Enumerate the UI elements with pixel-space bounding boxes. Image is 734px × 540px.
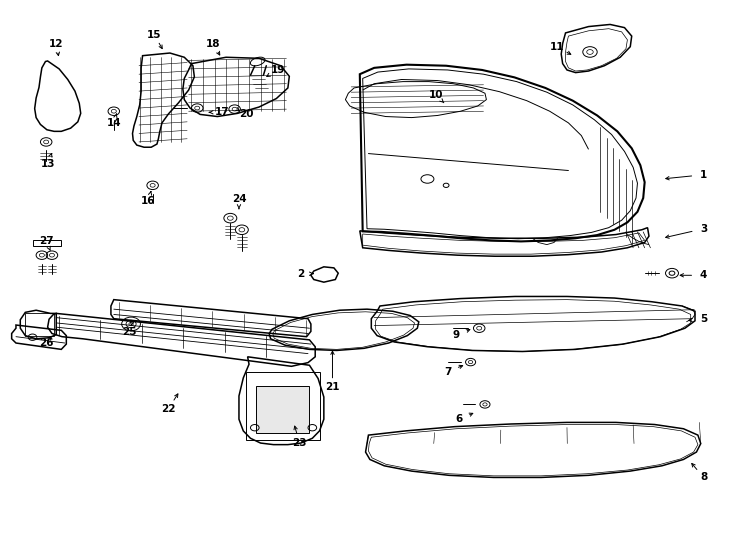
Text: 1: 1 (700, 170, 708, 180)
Text: 6: 6 (456, 414, 462, 424)
Ellipse shape (443, 183, 449, 187)
Ellipse shape (669, 271, 675, 275)
Text: 15: 15 (147, 30, 161, 39)
Text: 18: 18 (206, 38, 220, 49)
Text: 20: 20 (239, 110, 253, 119)
Text: 3: 3 (700, 224, 708, 234)
Text: 22: 22 (161, 404, 175, 414)
Text: 5: 5 (700, 314, 708, 323)
Text: 7: 7 (444, 367, 451, 376)
Bar (256, 387, 310, 433)
Text: 8: 8 (700, 472, 708, 482)
Text: 9: 9 (453, 329, 459, 340)
Text: 2: 2 (297, 269, 305, 279)
Bar (246, 372, 319, 441)
Text: 16: 16 (141, 196, 156, 206)
Bar (25, 313, 54, 336)
Text: 25: 25 (123, 327, 137, 338)
Text: 17: 17 (214, 107, 229, 117)
Text: 11: 11 (550, 42, 564, 52)
Text: 10: 10 (429, 90, 443, 100)
Text: 4: 4 (700, 271, 708, 280)
Text: 13: 13 (40, 159, 55, 169)
Text: 23: 23 (292, 437, 307, 448)
Text: 26: 26 (39, 338, 54, 348)
Text: 12: 12 (49, 38, 64, 49)
Text: 21: 21 (325, 382, 340, 393)
Text: 19: 19 (271, 65, 285, 75)
Text: 24: 24 (232, 194, 247, 204)
Text: 14: 14 (106, 118, 121, 128)
Text: 27: 27 (39, 237, 54, 246)
